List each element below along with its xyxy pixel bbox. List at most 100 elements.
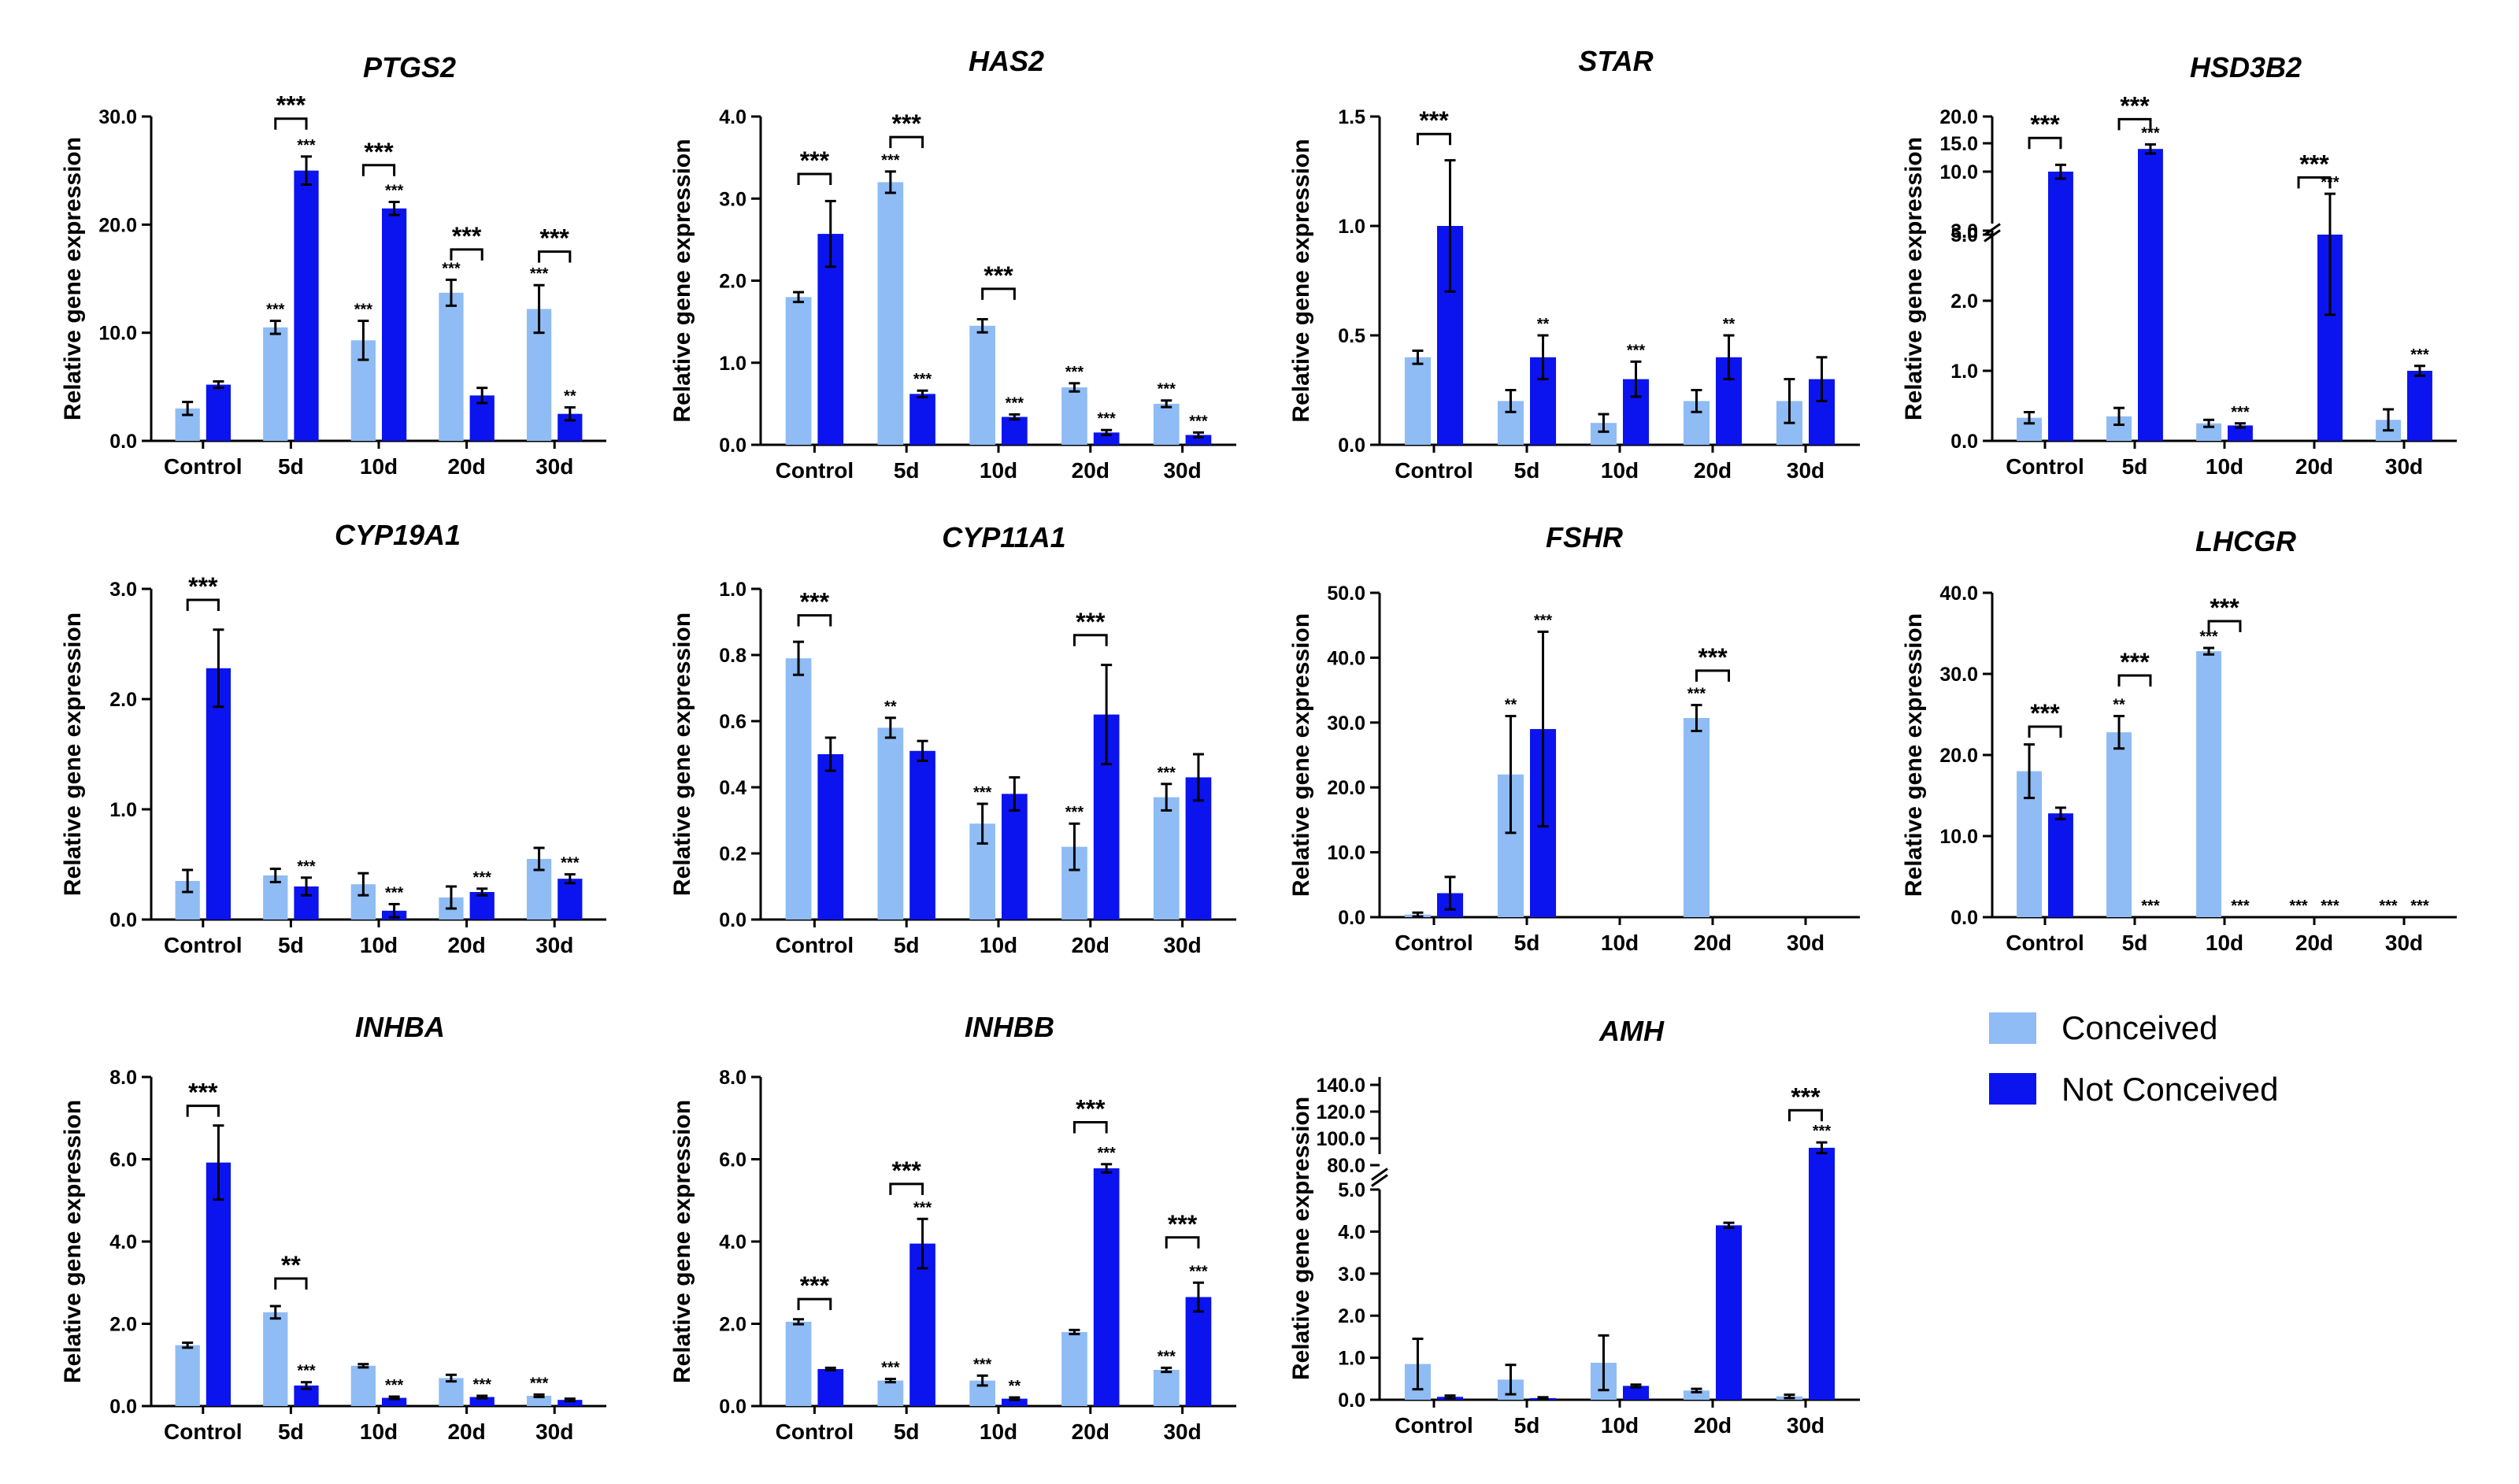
significance-label: ***: [1158, 1348, 1176, 1365]
bar-conceived: [1153, 797, 1180, 920]
significance-label: ***: [473, 869, 492, 886]
bar-conceived: [439, 1378, 464, 1406]
bar-not-conceived: [2407, 371, 2432, 441]
panel-star: STAR Relative gene expression 0.0 0.5 1.0 1.5…: [1288, 45, 1860, 483]
comparison-bracket: [2028, 136, 2062, 150]
bracket-significance-label: ***: [2030, 699, 2060, 727]
x-tick-label: 30d: [535, 933, 573, 957]
y-tick-label: 0.0: [109, 909, 137, 931]
bar-not-conceived: [1185, 435, 1212, 445]
x-tick-label: Control: [164, 454, 243, 479]
y-tick-label: 0.0: [109, 431, 137, 453]
bracket-significance-label: ***: [892, 109, 922, 138]
y-axis-label: Relative gene expression: [60, 612, 86, 896]
panel-inhbb: INHBB Relative gene expression 0.0 2.0 4.0 6.…: [669, 1011, 1236, 1444]
comparison-bracket: [186, 598, 220, 611]
x-tick-label: 10d: [1601, 931, 1639, 955]
x-tick-label: 5d: [1514, 458, 1540, 483]
y-tick-label: 1.0: [719, 353, 746, 375]
bar-not-conceived: [294, 170, 319, 441]
x-tick-label: Control: [776, 933, 854, 957]
bar-not-conceived: [206, 1162, 232, 1406]
panel-lhcgr: LHCGR Relative gene expression 0.0 10.0 20.0…: [1901, 525, 2457, 955]
y-tick-label: 2.0: [719, 271, 746, 293]
bar-conceived: [969, 325, 995, 445]
legend-label-not-conceived: Not Conceived: [2062, 1071, 2278, 1108]
legend-swatch-conceived: [1989, 1012, 2036, 1044]
y-tick-label: 4.0: [109, 1231, 137, 1253]
y-tick-label: 4.0: [1338, 1221, 1365, 1243]
bar-conceived: [1683, 718, 1710, 917]
x-tick-label: 20d: [1072, 933, 1109, 957]
y-tick-label: 40.0: [1939, 583, 1978, 605]
significance-label: ***: [2141, 897, 2160, 915]
x-tick-label: 5d: [894, 933, 920, 957]
panels: PTGS2 Relative gene expression 0.0 10.0 20.0…: [60, 45, 2457, 1444]
y-tick-label: 5.0: [1950, 224, 1978, 246]
chart-title: AMH: [1598, 1015, 1665, 1047]
comparison-bracket: [274, 1277, 308, 1290]
bracket-significance-label: ***: [800, 1271, 830, 1300]
x-tick-label: 20d: [1694, 931, 1732, 955]
significance-label: ***: [1097, 1145, 1116, 1162]
y-tick-label: 2.0: [109, 689, 137, 711]
y-tick-label: 10.0: [1939, 161, 1978, 183]
comparison-bracket: [797, 1297, 832, 1311]
significance-label: ***: [266, 302, 285, 319]
bar-conceived: [1061, 1331, 1087, 1406]
x-tick-label: 5d: [2122, 931, 2148, 955]
x-tick-label: 20d: [2295, 931, 2333, 955]
x-tick-label: 30d: [1163, 933, 1201, 957]
significance-label: ***: [561, 855, 580, 872]
bar-not-conceived: [817, 234, 844, 445]
x-tick-label: 5d: [278, 454, 304, 479]
significance-label: ***: [1158, 381, 1176, 398]
y-tick-label: 8.0: [109, 1067, 137, 1089]
x-tick-label: 10d: [980, 1419, 1017, 1444]
bar-conceived: [785, 658, 812, 920]
y-tick-label: 0.0: [719, 909, 746, 931]
x-tick-label: Control: [776, 1419, 854, 1444]
y-tick-label: 0.5: [1338, 325, 1365, 347]
significance-label: ***: [1097, 410, 1116, 427]
x-tick-label: Control: [1395, 1413, 1473, 1438]
bar-conceived: [1404, 357, 1431, 445]
x-tick-label: 20d: [1072, 1419, 1109, 1444]
significance-label: ***: [1189, 1263, 1208, 1280]
significance-label: ***: [530, 265, 549, 283]
bar-not-conceived: [2138, 149, 2163, 441]
bar-conceived: [1683, 1390, 1710, 1400]
bar-not-conceived: [1002, 416, 1028, 445]
y-axis-label: Relative gene expression: [1288, 1097, 1314, 1380]
bracket-significance-label: ***: [2120, 91, 2150, 120]
y-axis-label: Relative gene expression: [1901, 613, 1927, 897]
y-tick-label: 2.0: [719, 1314, 746, 1336]
significance-label: ***: [2410, 346, 2429, 364]
panel-fshr: FSHR Relative gene expression 0.0 10.0 20.0 3…: [1288, 521, 1860, 955]
comparison-bracket: [1072, 1120, 1108, 1134]
y-tick-label: 5.0: [1338, 1179, 1365, 1201]
bar-conceived: [877, 182, 904, 445]
panel-ptgs2: PTGS2 Relative gene expression 0.0 10.0 20.0…: [60, 51, 606, 479]
x-tick-label: 30d: [2385, 931, 2423, 955]
x-tick-label: 20d: [1694, 458, 1732, 483]
y-tick-label: 2.0: [1338, 1305, 1365, 1327]
panel-hsd3b2: HSD3B2 Relative gene expression 0.0 1.0 2.0 3…: [1901, 51, 2457, 479]
comparison-bracket: [889, 135, 924, 149]
bracket-significance-label: ***: [2030, 110, 2060, 139]
bar-conceived: [263, 1312, 288, 1406]
x-tick-label: 30d: [2385, 454, 2423, 479]
chart-title: CYP11A1: [942, 521, 1065, 553]
axis-break-mark: [1371, 1168, 1388, 1181]
bracket-significance-label: **: [281, 1251, 301, 1279]
chart-title: STAR: [1578, 45, 1653, 77]
significance-label: ***: [2141, 124, 2160, 142]
x-tick-label: 30d: [535, 454, 573, 479]
x-tick-label: 10d: [1601, 458, 1639, 483]
y-tick-label: 0.0: [719, 1396, 746, 1418]
bracket-significance-label: ***: [892, 1156, 922, 1185]
y-tick-label: 30.0: [98, 106, 137, 128]
comparison-bracket: [797, 614, 832, 627]
comparison-bracket: [2297, 176, 2332, 189]
significance-label: ***: [973, 784, 992, 801]
